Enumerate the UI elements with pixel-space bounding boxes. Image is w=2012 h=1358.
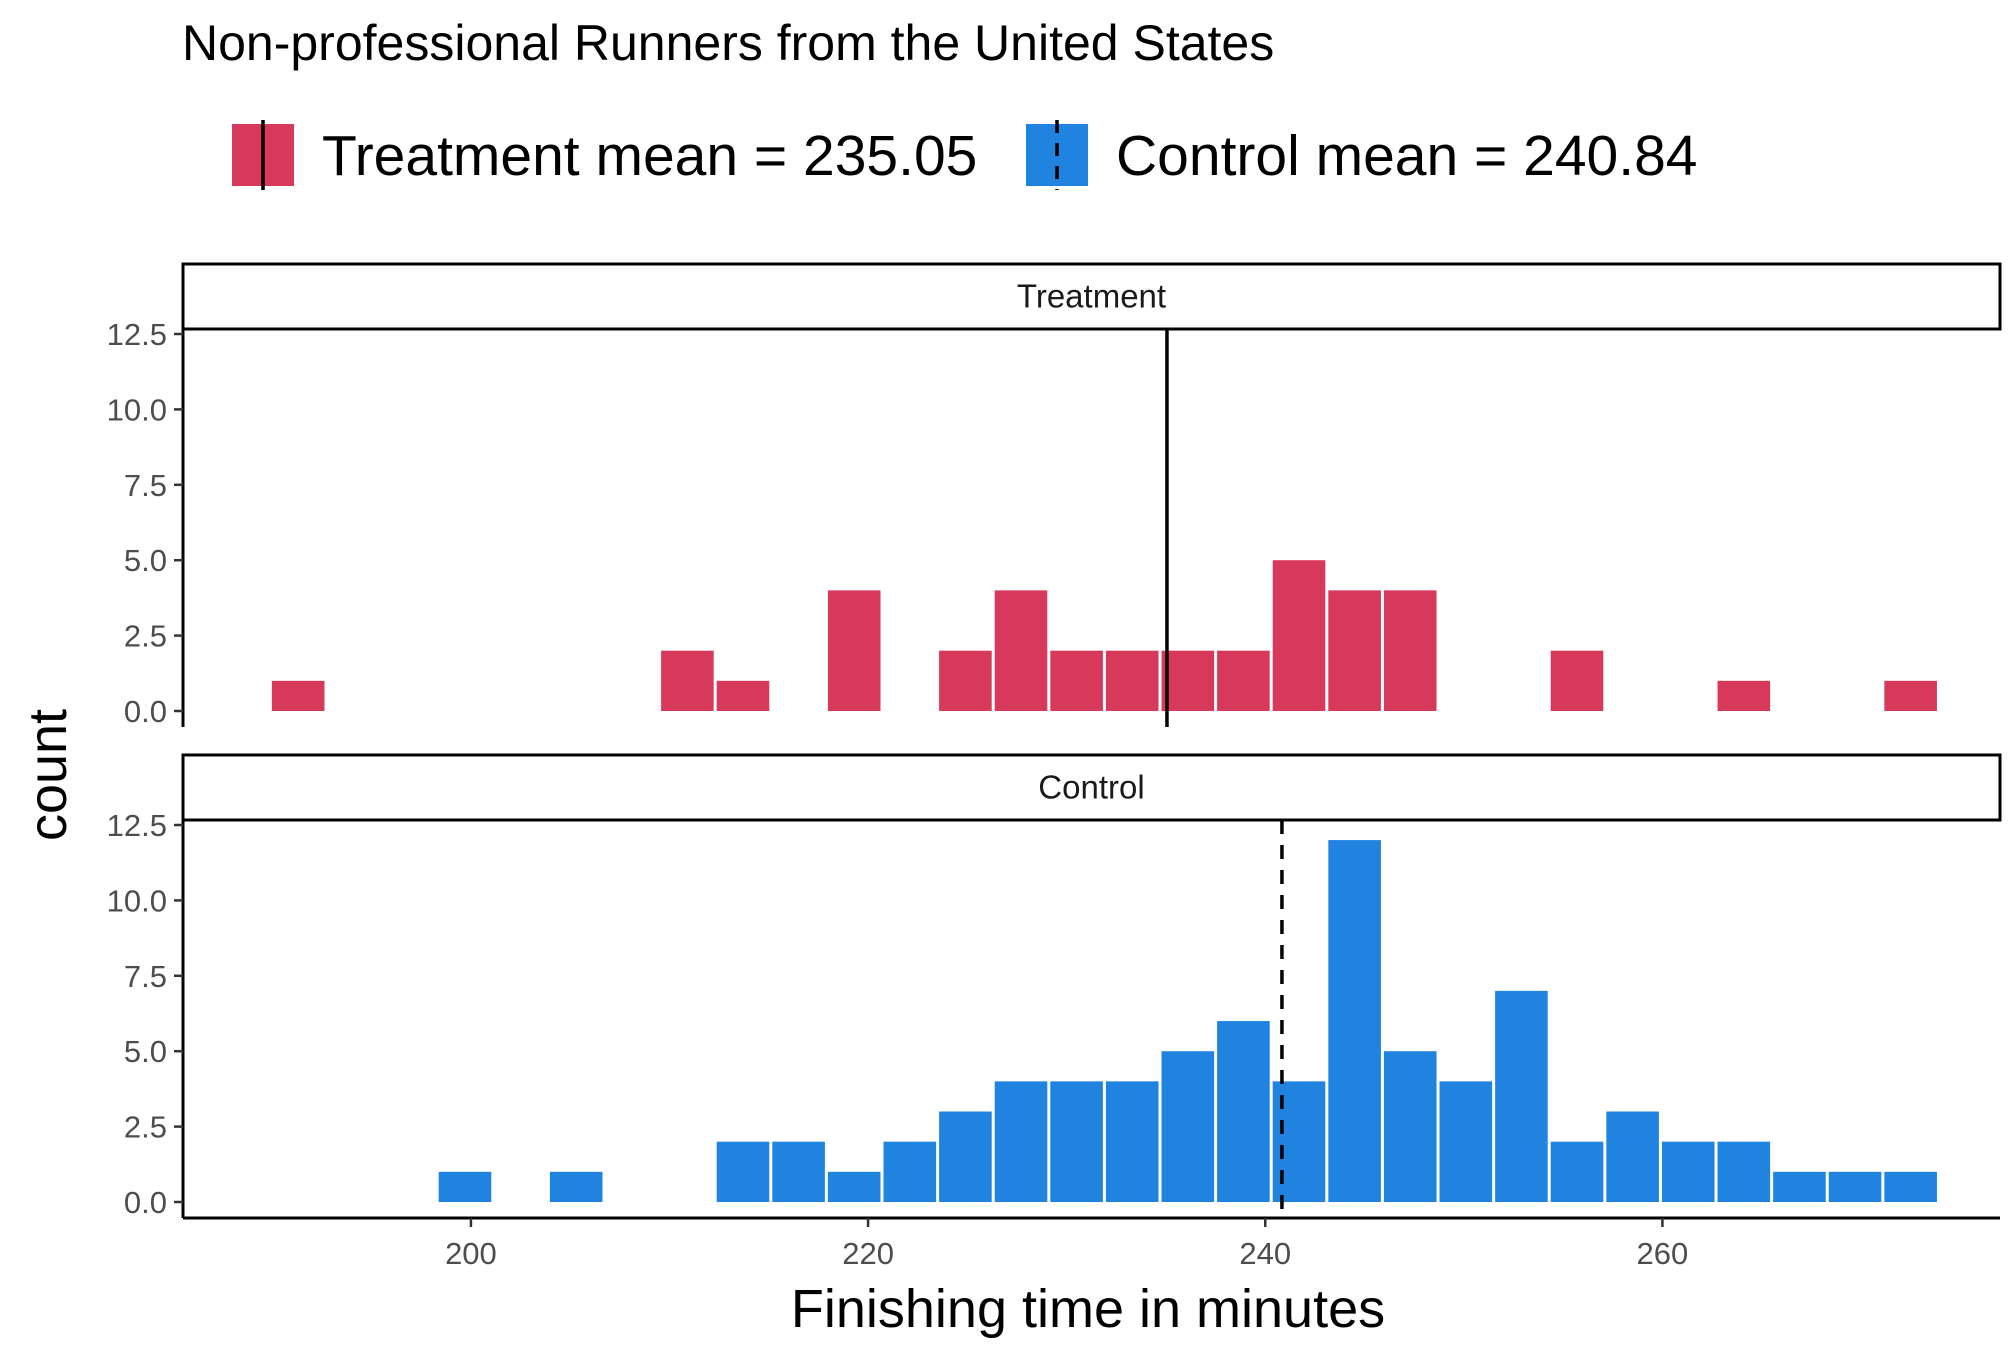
histogram-bar xyxy=(827,590,881,711)
histogram-bar xyxy=(1161,1051,1215,1202)
y-tick-label: 0.0 xyxy=(124,694,167,729)
histogram-bar xyxy=(1383,1051,1437,1202)
histogram-bar xyxy=(883,1141,937,1202)
histogram-bar xyxy=(1550,650,1604,711)
histogram-bar xyxy=(1217,650,1270,711)
histogram-bar xyxy=(1328,590,1381,711)
histogram-bar xyxy=(994,590,1048,711)
histogram-bar xyxy=(1717,680,1771,711)
histogram-bar xyxy=(1383,590,1437,711)
histogram-bar xyxy=(661,650,714,711)
histogram-bar xyxy=(1773,1171,1826,1202)
panel-treatment: Treatment 0.0 2.5 5.0 7.5 10.0 12.5 xyxy=(107,262,2002,729)
y-axis-title: count xyxy=(18,709,78,841)
y-tick-label: 7.5 xyxy=(124,959,167,994)
histogram-bar xyxy=(1884,680,1937,711)
histogram-bar xyxy=(1884,1171,1937,1202)
histogram-bar xyxy=(1105,1081,1159,1202)
histogram-bar xyxy=(1272,560,1326,711)
histogram-bar xyxy=(827,1171,881,1202)
histogram-bar xyxy=(772,1141,825,1202)
histogram-bar xyxy=(939,1111,992,1202)
legend: Treatment mean = 235.05 Control mean = 24… xyxy=(232,120,1697,190)
histogram-bar xyxy=(271,680,325,711)
y-tick-label: 5.0 xyxy=(124,543,167,578)
histogram-bar xyxy=(1828,1171,1882,1202)
histogram-bar xyxy=(1050,650,1103,711)
histogram-bar xyxy=(1328,840,1381,1202)
x-tick-label: 260 xyxy=(1637,1236,1689,1271)
x-tick-label: 240 xyxy=(1239,1236,1291,1271)
x-tick-label: 220 xyxy=(842,1236,894,1271)
histogram-bar xyxy=(1550,1141,1604,1202)
legend-label: Control mean = 240.84 xyxy=(1116,124,1697,188)
histogram-bar xyxy=(549,1171,603,1202)
legend-item: Treatment mean = 235.05 xyxy=(232,120,977,190)
histogram-bar xyxy=(1661,1141,1715,1202)
x-axis: 200 220 240 260 xyxy=(183,1216,2000,1271)
histogram-bar xyxy=(939,650,992,711)
facet-strip xyxy=(181,753,2002,822)
histogram-bar xyxy=(1606,1111,1659,1202)
y-tick-label: 12.5 xyxy=(107,317,167,352)
histogram-bar xyxy=(1161,650,1215,711)
panel-control: Control 0.0 2.5 5.0 7.5 10.0 12.5 xyxy=(107,753,2002,1220)
histogram-bar xyxy=(1717,1141,1771,1202)
histogram-bar xyxy=(1439,1081,1493,1202)
facet-strip-label: Treatment xyxy=(1017,278,1166,315)
y-tick-label: 10.0 xyxy=(107,392,167,427)
y-tick-label: 10.0 xyxy=(107,883,167,918)
facet-strip xyxy=(181,262,2002,331)
y-tick-label: 7.5 xyxy=(124,468,167,503)
y-tick-label: 0.0 xyxy=(124,1185,167,1220)
histogram-bar xyxy=(438,1171,492,1202)
y-tick-label: 2.5 xyxy=(124,619,167,654)
y-tick-label: 5.0 xyxy=(124,1034,167,1069)
legend-label: Treatment mean = 235.05 xyxy=(322,124,977,188)
histogram-bar xyxy=(716,1141,770,1202)
histogram-bar xyxy=(1495,990,1548,1202)
chart-title: Non-professional Runners from the United… xyxy=(182,15,1274,71)
histogram-bar xyxy=(1217,1021,1270,1202)
histogram-bar xyxy=(994,1081,1048,1202)
facet-strip-label: Control xyxy=(1038,769,1144,806)
x-tick-label: 200 xyxy=(445,1236,497,1271)
histogram-bar xyxy=(1105,650,1159,711)
x-axis-title: Finishing time in minutes xyxy=(791,1279,1385,1339)
y-tick-label: 2.5 xyxy=(124,1110,167,1145)
histogram-bar xyxy=(1050,1081,1103,1202)
legend-item: Control mean = 240.84 xyxy=(1026,120,1697,190)
histogram-bar xyxy=(716,680,770,711)
y-tick-label: 12.5 xyxy=(107,808,167,843)
facet-panels: Treatment 0.0 2.5 5.0 7.5 10.0 12.5 Control 0.0 2… xyxy=(107,262,2002,1220)
